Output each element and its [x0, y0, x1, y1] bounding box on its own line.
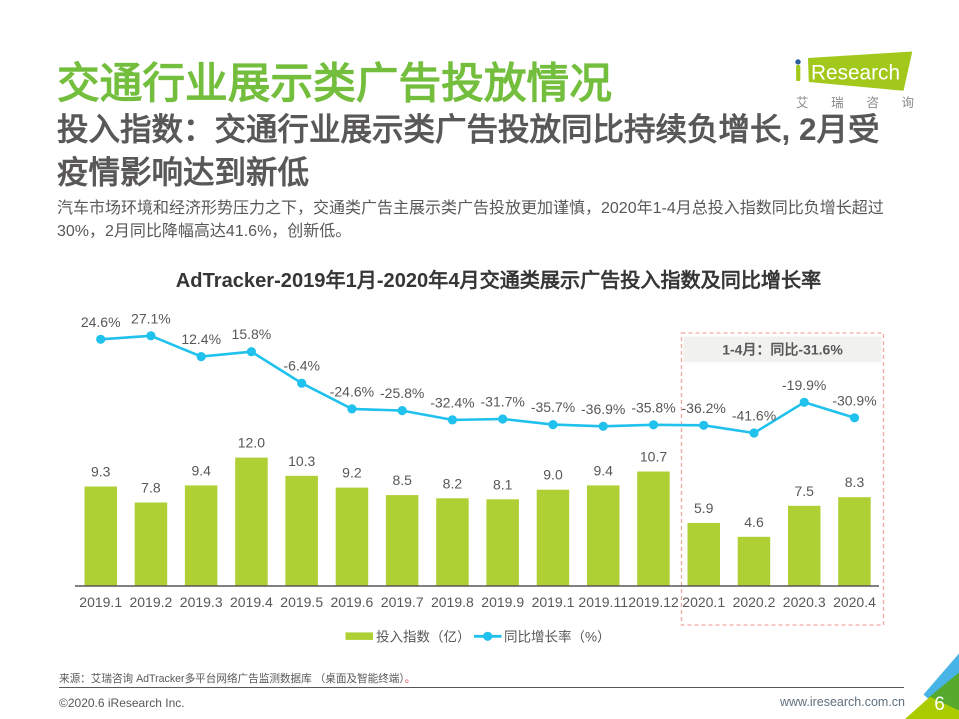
svg-text:-36.9%: -36.9% [581, 401, 625, 417]
svg-text:2019.11: 2019.11 [578, 594, 628, 610]
svg-text:-36.2%: -36.2% [682, 400, 726, 416]
svg-text:Research: Research [811, 61, 900, 84]
svg-text:2019.12: 2019.12 [628, 594, 679, 610]
svg-text:5.9: 5.9 [694, 500, 714, 516]
svg-text:8.3: 8.3 [845, 474, 865, 490]
svg-text:10.3: 10.3 [288, 453, 315, 469]
svg-text:2019.4: 2019.4 [230, 594, 273, 610]
svg-text:2019.3: 2019.3 [180, 594, 223, 610]
svg-text:-25.8%: -25.8% [380, 385, 424, 401]
svg-text:2019.7: 2019.7 [381, 594, 424, 610]
svg-text:8.5: 8.5 [392, 472, 412, 488]
svg-text:6: 6 [934, 694, 945, 715]
svg-text:-35.8%: -35.8% [631, 399, 675, 415]
svg-text:2019.6: 2019.6 [330, 594, 373, 610]
svg-text:4.6: 4.6 [744, 514, 764, 530]
svg-text:10.7: 10.7 [640, 449, 667, 465]
svg-text:9.0: 9.0 [543, 467, 563, 483]
svg-text:2019.2: 2019.2 [129, 594, 172, 610]
svg-text:9.3: 9.3 [91, 464, 111, 480]
svg-text:-30.9%: -30.9% [832, 392, 876, 408]
svg-text:2020.4: 2020.4 [833, 594, 876, 610]
svg-text:同比增长率（%）: 同比增长率（%） [504, 629, 611, 645]
svg-text:8.2: 8.2 [443, 475, 463, 491]
svg-text:2019.1: 2019.1 [532, 594, 575, 610]
svg-text:-32.4%: -32.4% [430, 394, 474, 410]
svg-text:-31.7%: -31.7% [481, 394, 525, 410]
svg-text:2020.2: 2020.2 [733, 594, 776, 610]
svg-text:7.5: 7.5 [794, 483, 814, 499]
svg-text:9.2: 9.2 [342, 465, 362, 481]
svg-text:2019.9: 2019.9 [481, 594, 524, 610]
svg-text:15.8%: 15.8% [232, 326, 272, 342]
svg-text:-41.6%: -41.6% [732, 408, 776, 424]
svg-text:-6.4%: -6.4% [283, 358, 320, 374]
svg-text:-24.6%: -24.6% [330, 383, 374, 399]
svg-text:9.4: 9.4 [191, 462, 211, 478]
svg-text:-19.9%: -19.9% [782, 377, 826, 393]
svg-text:12.4%: 12.4% [181, 331, 221, 347]
svg-text:8.1: 8.1 [493, 476, 513, 492]
svg-text:2020.1: 2020.1 [682, 594, 725, 610]
svg-text:-35.7%: -35.7% [531, 399, 575, 415]
svg-text:24.6%: 24.6% [81, 314, 121, 330]
svg-text:7.8: 7.8 [141, 480, 161, 496]
svg-text:2019.5: 2019.5 [280, 594, 323, 610]
svg-text:12.0: 12.0 [238, 435, 265, 451]
svg-text:2019.1: 2019.1 [79, 594, 122, 610]
svg-text:投入指数（亿）: 投入指数（亿） [376, 630, 471, 645]
svg-text:1-4月：同比-31.6%: 1-4月：同比-31.6% [722, 342, 843, 358]
svg-text:2019.8: 2019.8 [431, 594, 474, 610]
svg-text:27.1%: 27.1% [131, 310, 171, 326]
svg-text:9.4: 9.4 [593, 462, 613, 478]
svg-text:2020.3: 2020.3 [783, 594, 826, 610]
